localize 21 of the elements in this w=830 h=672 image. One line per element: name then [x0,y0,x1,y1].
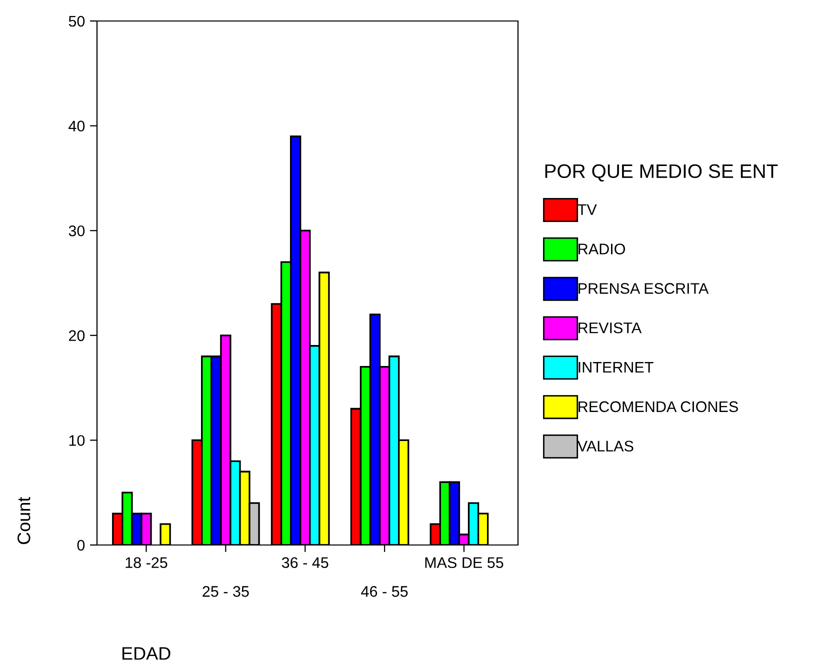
legend-label: RECOMENDA CIONES [578,401,738,412]
x-axis-title: EDAD [122,647,170,660]
y-tick-label: 50 [68,16,85,27]
legend-label: INTERNET [578,362,654,373]
y-tick-label: 0 [77,540,85,551]
legend-label: RADIO [578,244,626,254]
legend-label: VALLAS [577,440,634,452]
x-tick-label: 46 - 55 [361,586,408,597]
legend-label: REVISTA [578,322,642,334]
y-tick-label: 30 [68,225,85,236]
x-tick-label: 25 - 35 [202,586,249,597]
x-tick-label: 18 -25 [126,557,168,568]
legend-title: POR QUE MEDIO SE ENT [545,164,778,182]
legend-label: PRENSA ESCRITA [578,283,709,294]
x-tick-label: 36 - 45 [282,557,328,568]
x-tick-label: MAS DE 55 [425,557,504,568]
y-axis-title: Count [17,496,30,544]
legend-label: TV [578,204,597,215]
y-tick-label: 20 [68,330,85,342]
y-tick-label: 40 [68,120,85,132]
y-tick-label: 10 [69,435,85,446]
